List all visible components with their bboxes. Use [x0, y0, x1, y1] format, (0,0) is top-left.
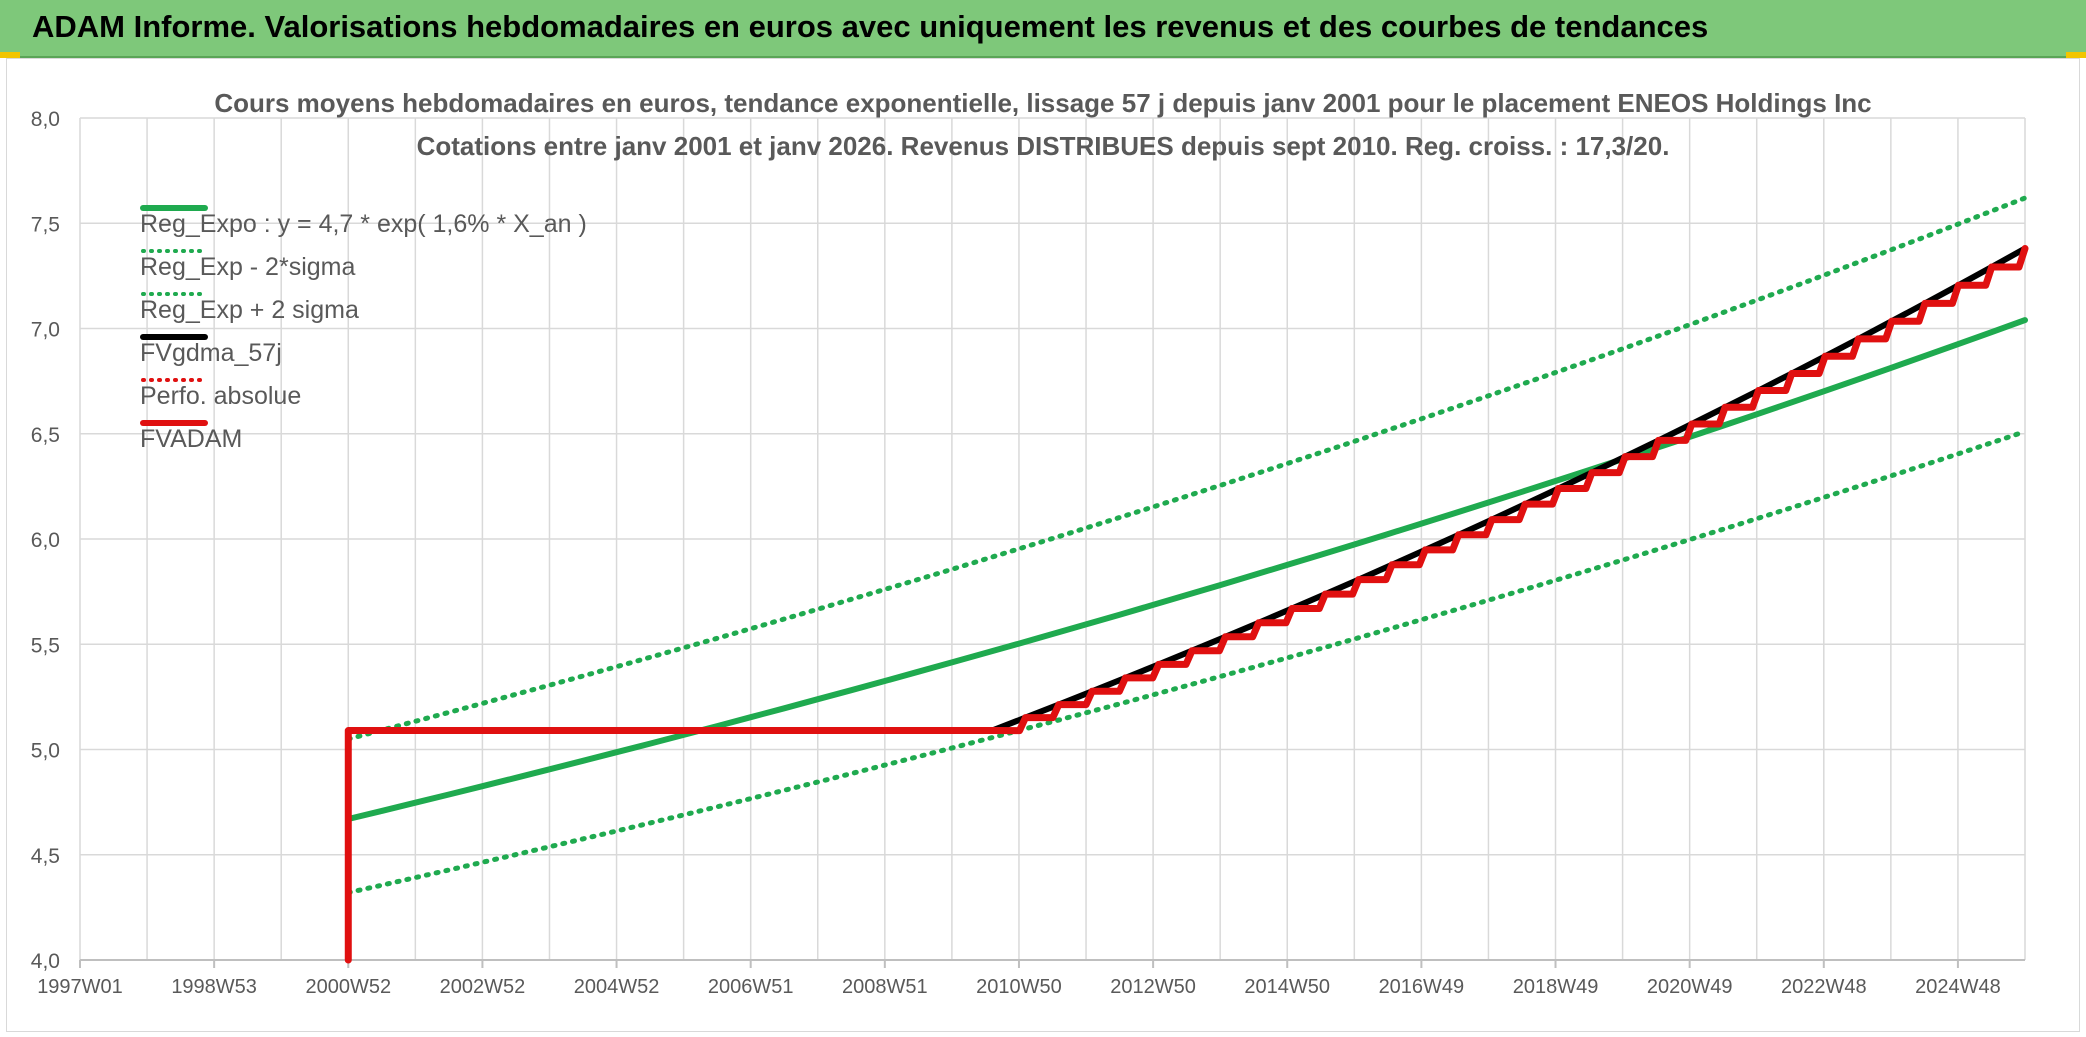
page-title: ADAM Informe. Valorisations hebdomadaire…: [32, 9, 1709, 44]
header-banner: ADAM Informe. Valorisations hebdomadaire…: [0, 0, 2086, 58]
legend-label: Reg_Exp + 2 sigma: [140, 296, 359, 324]
legend-swatch: [140, 205, 208, 211]
x-tick-label: 2000W52: [305, 976, 391, 998]
x-tick-label: 1998W53: [171, 976, 257, 998]
series-line-2: [345, 195, 2028, 742]
y-tick-label: 7,0: [31, 319, 60, 342]
legend-label: Perfo. absolue: [140, 382, 302, 410]
x-tick-label: 2024W48: [1915, 976, 2001, 998]
x-tick-label: 2004W52: [574, 976, 660, 998]
legend-swatch: [141, 292, 207, 296]
y-tick-label: 7,5: [31, 213, 60, 236]
x-tick-label: 2022W48: [1781, 976, 1867, 998]
y-tick-label: 6,0: [31, 529, 60, 552]
x-tick-label: 2016W49: [1379, 976, 1465, 998]
x-tick-label: 1997W01: [37, 976, 123, 998]
y-tick-label: 4,5: [31, 845, 60, 868]
legend-swatch: [140, 334, 208, 340]
series-line-0: [345, 317, 2028, 822]
legend-swatch: [141, 249, 207, 253]
legend-item: Perfo. absolue: [140, 375, 587, 418]
legend-item: Reg_Exp - 2*sigma: [140, 246, 587, 289]
x-tick-label: 2020W49: [1647, 976, 1733, 998]
x-tick-label: 2012W50: [1110, 976, 1196, 998]
series-line-5: [344, 245, 2029, 964]
x-tick-label: 2014W50: [1244, 976, 1330, 998]
legend-item: Reg_Exp + 2 sigma: [140, 289, 587, 332]
legend-label: FVgdma_57j: [140, 339, 282, 367]
axes: 4,0 4,5 5,0 5,5 6,0 6,5 7,0 7,5 8,0 1997W01 1998W5…: [31, 108, 2025, 998]
series-layer: [344, 195, 2029, 964]
x-tick-label: 2006W51: [708, 976, 794, 998]
x-tick-label: 2010W50: [976, 976, 1062, 998]
legend-swatch: [141, 378, 207, 382]
y-tick-label: 5,5: [31, 634, 60, 657]
series-line-1: [345, 429, 2028, 896]
x-tick-label: 2018W49: [1513, 976, 1599, 998]
corner-accent-right: [2066, 52, 2086, 58]
legend-label: FVADAM: [140, 425, 243, 453]
chart-subtitle: Cotations entre janv 2001 et janv 2026. …: [416, 131, 1670, 161]
legend-label: Reg_Expo : y = 4,7 * exp( 1,6% * X_an ): [140, 210, 587, 238]
legend: Reg_Expo : y = 4,7 * exp( 1,6% * X_an ) R…: [140, 203, 587, 461]
y-tick-label: 6,5: [31, 424, 60, 447]
chart-title: Cours moyens hebdomadaires en euros, ten…: [214, 88, 1872, 118]
y-tick-label: 5,0: [31, 740, 60, 763]
legend-item: Reg_Expo : y = 4,7 * exp( 1,6% * X_an ): [140, 203, 587, 246]
y-tick-label: 4,0: [31, 950, 60, 973]
legend-swatch: [140, 420, 208, 426]
grid: [79, 117, 2026, 961]
legend-item: FVgdma_57j: [140, 332, 587, 375]
legend-item: FVADAM: [140, 418, 587, 461]
x-tick-label: 2002W52: [440, 976, 526, 998]
corner-accent-left: [0, 52, 20, 58]
y-tick-label: 8,0: [31, 108, 60, 131]
x-tick-label: 2008W51: [842, 976, 928, 998]
legend-label: Reg_Exp - 2*sigma: [140, 253, 356, 281]
